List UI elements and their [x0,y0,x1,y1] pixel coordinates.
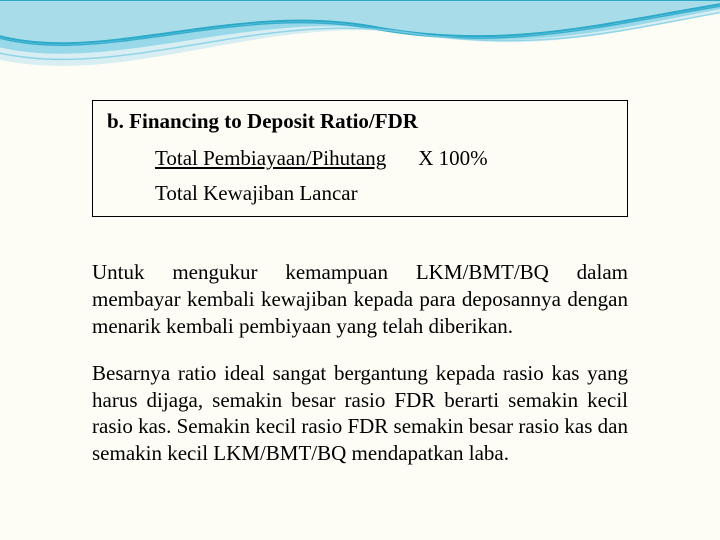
formula-multiplier: X 100% [418,146,487,171]
paragraph-1: Untuk mengukur kemampuan LKM/BMT/BQ dala… [92,259,628,340]
formula-numerator-row: Total Pembiayaan/Pihutang X 100% [155,146,613,171]
formula-box: b. Financing to Deposit Ratio/FDR Total … [92,100,628,217]
paragraph-2: Besarnya ratio ideal sangat bergantung k… [92,360,628,468]
formula-denominator: Total Kewajiban Lancar [155,181,613,206]
formula-title: b. Financing to Deposit Ratio/FDR [107,109,613,134]
slide-content: b. Financing to Deposit Ratio/FDR Total … [92,100,628,487]
formula-numerator: Total Pembiayaan/Pihutang [155,146,386,171]
